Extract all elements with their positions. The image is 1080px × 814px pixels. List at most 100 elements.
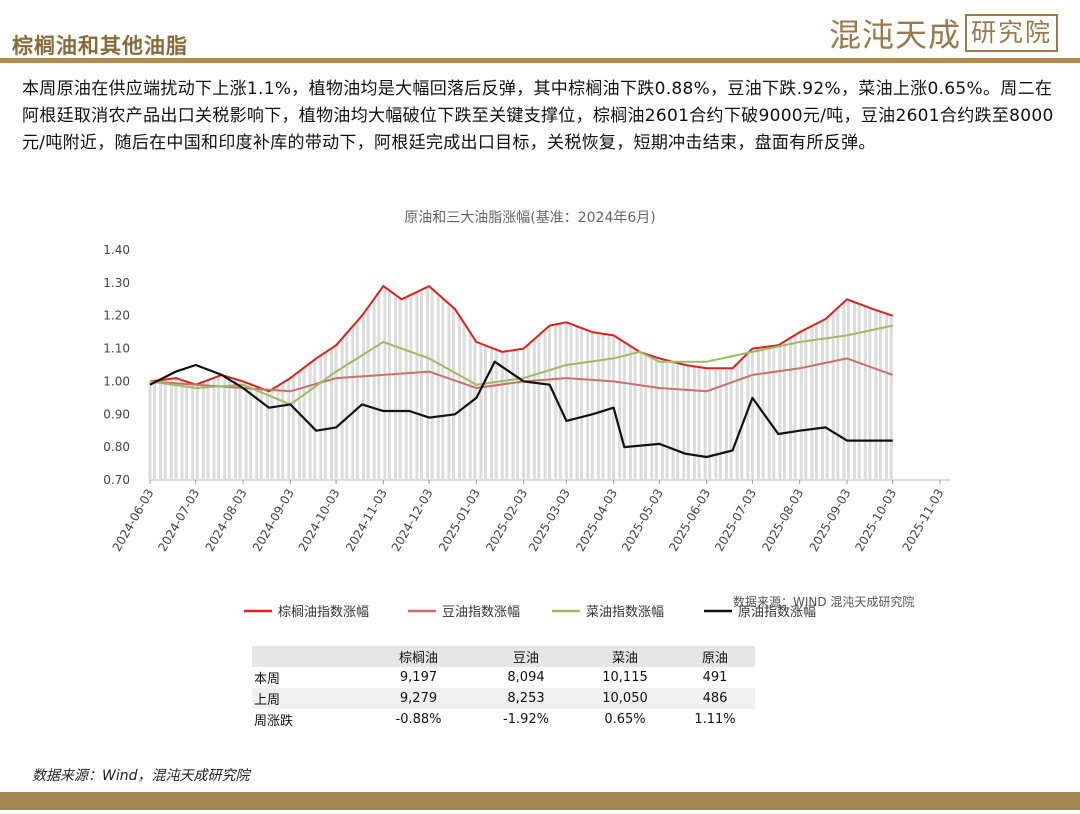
background-bar: [206, 380, 210, 480]
background-bar: [468, 332, 472, 480]
background-bar: [639, 352, 643, 480]
summary-header-cell: 豆油: [477, 646, 575, 667]
background-bar: [372, 298, 376, 480]
background-bar: [644, 353, 648, 480]
table-cell: 486: [675, 688, 755, 709]
background-bar: [708, 368, 712, 480]
background-bar: [548, 325, 552, 480]
background-bar: [554, 324, 558, 480]
background-bar: [291, 375, 295, 480]
background-bar: [874, 310, 878, 480]
x-tick-label: 2025-09-03: [807, 487, 854, 554]
background-bar: [415, 291, 419, 480]
background-bar: [398, 298, 402, 480]
table-cell: 491: [675, 667, 755, 688]
background-bar: [772, 345, 776, 480]
background-bar: [522, 348, 526, 480]
background-bar: [868, 307, 872, 480]
background-bar: [618, 339, 622, 480]
background-bar: [287, 379, 291, 480]
background-bar: [329, 348, 333, 480]
background-bar: [238, 380, 242, 480]
background-bar: [217, 376, 221, 480]
table-cell: 8,094: [477, 667, 575, 688]
table-cell: 9,197: [360, 667, 477, 688]
background-bar: [366, 307, 370, 480]
background-bar: [842, 302, 846, 480]
y-tick-label: 1.20: [103, 309, 130, 323]
header-divider: [0, 58, 1080, 63]
y-tick-label: 1.30: [103, 276, 130, 290]
background-bar: [308, 363, 312, 480]
chart-title: 原油和三大油脂涨幅(基准：2024年6月): [404, 209, 655, 226]
x-tick-label: 2024-11-03: [343, 487, 390, 554]
background-bar: [714, 368, 718, 480]
background-bar: [746, 353, 750, 480]
x-tick-label: 2024-07-03: [155, 487, 202, 554]
background-bar: [505, 351, 509, 480]
background-bar: [462, 323, 466, 480]
background-bar: [191, 383, 195, 480]
background-bar: [885, 313, 889, 480]
background-bar: [458, 316, 462, 480]
background-bar: [163, 379, 167, 480]
background-bar: [692, 366, 696, 480]
row-label: 本周: [252, 667, 360, 688]
intro-paragraph: 本周原油在供应端扰动下上涨1.1%，植物油均是大幅回落后反弹，其中棕榈油下跌0.…: [22, 79, 1054, 153]
background-bar: [383, 287, 387, 480]
background-bar: [394, 294, 398, 480]
background-bar: [821, 320, 825, 480]
background-bar: [543, 329, 547, 480]
x-tick-label: 2024-08-03: [203, 487, 250, 554]
row-label: 上周: [252, 688, 360, 709]
background-bar: [404, 297, 408, 480]
background-bar: [846, 299, 850, 480]
summary-header-cell: [252, 646, 360, 667]
y-tick-label: 0.90: [103, 407, 130, 421]
background-bar: [863, 306, 867, 480]
background-bar: [484, 345, 488, 480]
background-bar: [387, 290, 391, 480]
background-bar: [500, 351, 504, 480]
background-bar: [159, 380, 163, 480]
background-bar: [814, 323, 818, 480]
background-bar: [516, 349, 520, 480]
background-bar: [351, 326, 355, 480]
background-bar: [259, 388, 263, 480]
x-tick-label: 2025-01-03: [436, 487, 483, 554]
x-tick-label: 2025-07-03: [712, 487, 759, 554]
background-bar: [735, 363, 739, 480]
background-bar: [676, 363, 680, 480]
background-bar: [558, 323, 562, 480]
background-bar: [767, 346, 771, 480]
background-bar: [244, 382, 248, 480]
series-line: [149, 360, 893, 459]
legend-label: 棕榈油指数涨幅: [278, 605, 369, 620]
x-tick-label: 2025-02-03: [483, 487, 530, 554]
summary-table: 棕榈油 豆油 菜油 原油 本周 9,197 8,094 10,115 491 上…: [252, 646, 755, 730]
background-bar: [153, 380, 157, 480]
background-bar: [494, 349, 498, 480]
background-bar: [249, 384, 253, 480]
background-bar: [201, 381, 205, 480]
table-cell: 1.11%: [675, 709, 755, 730]
background-bar: [569, 324, 573, 480]
background-bar: [537, 335, 541, 480]
summary-header-cell: 棕榈油: [360, 646, 477, 667]
background-bar: [419, 289, 423, 480]
table-row: 上周 9,279 8,253 10,050 486: [252, 688, 755, 709]
y-tick-label: 1.40: [103, 243, 130, 257]
background-bar: [729, 368, 733, 480]
background-bar: [436, 294, 440, 480]
background-bar: [185, 381, 189, 480]
background-bar: [276, 385, 280, 480]
background-bar: [853, 302, 857, 480]
background-bar: [362, 313, 366, 480]
background-bar: [596, 333, 600, 480]
background-bar: [180, 380, 184, 480]
background-bar: [671, 361, 675, 480]
background-bar: [575, 326, 579, 480]
y-tick-label: 1.00: [103, 374, 130, 388]
x-tick-label: 2025-05-03: [619, 487, 666, 554]
